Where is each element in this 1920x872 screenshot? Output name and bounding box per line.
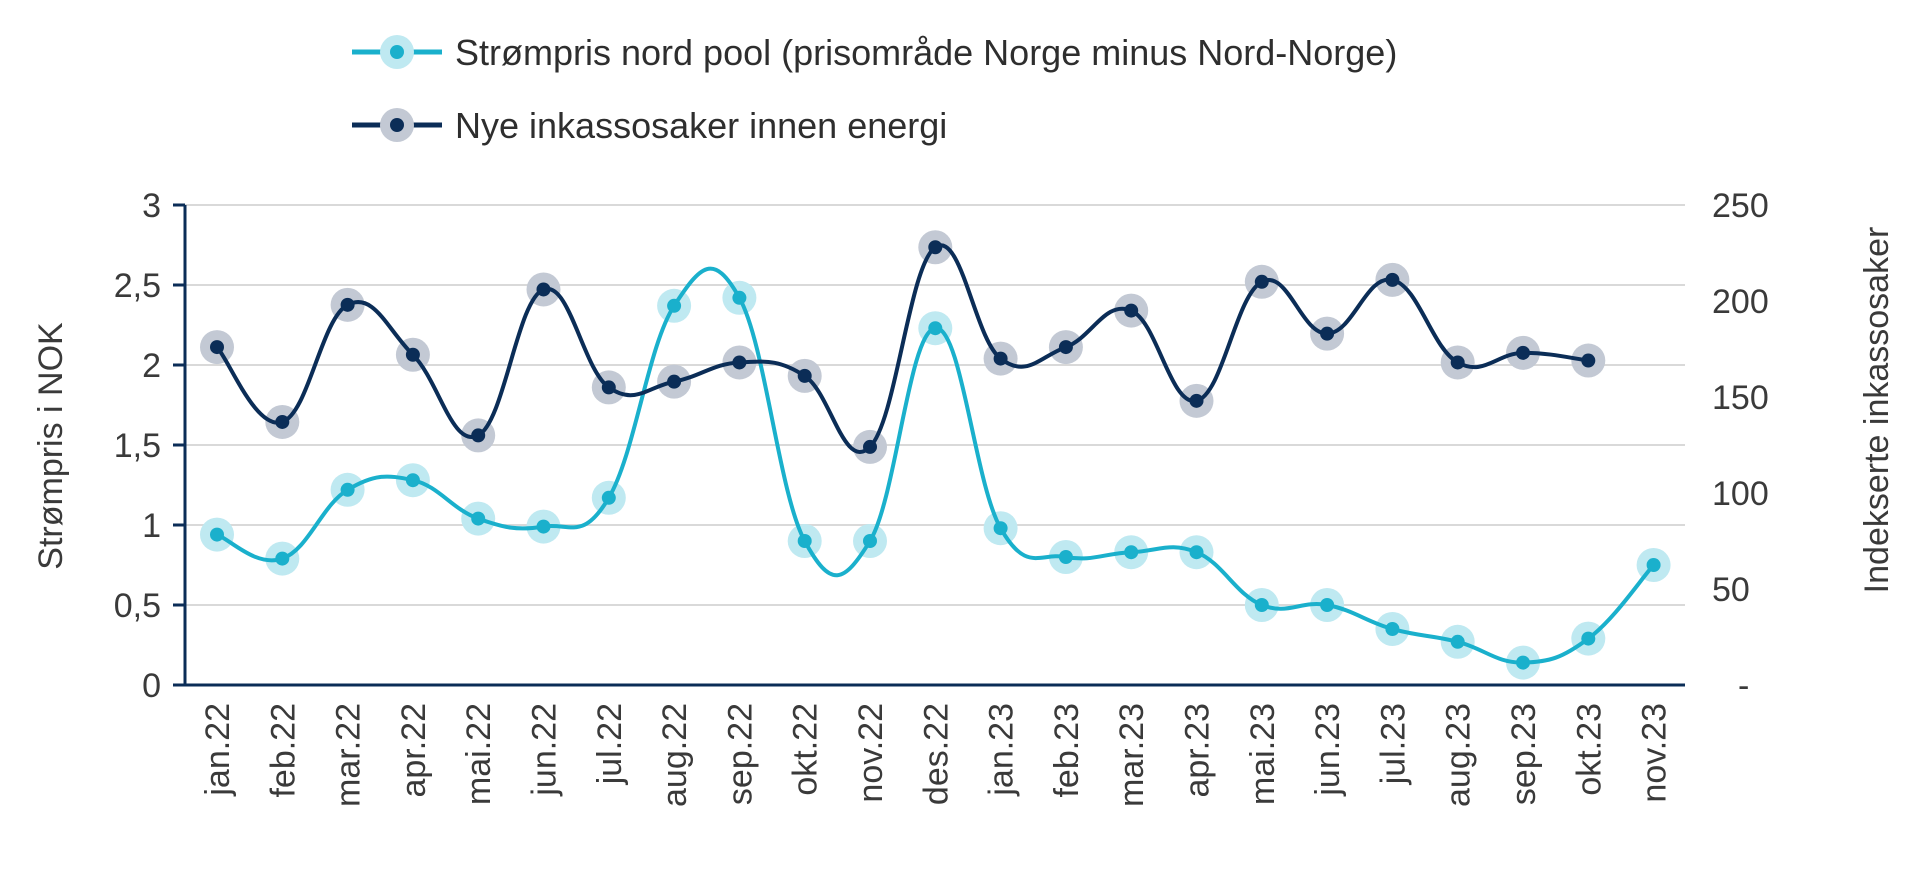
- x-tick-label: mar.22: [330, 703, 368, 807]
- x-tick-label: feb.22: [264, 703, 302, 798]
- data-point[interactable]: [1189, 545, 1204, 560]
- data-point[interactable]: [405, 347, 420, 362]
- x-tick-label: okt.23: [1570, 703, 1608, 796]
- y2-tick-label: -: [1738, 667, 1749, 705]
- data-point[interactable]: [1124, 303, 1139, 318]
- data-point[interactable]: [1581, 631, 1596, 646]
- x-tick-label: jan.22: [199, 703, 237, 797]
- x-tick-label: sep.23: [1505, 703, 1543, 805]
- data-point[interactable]: [1516, 655, 1530, 670]
- data-point[interactable]: [275, 551, 290, 566]
- legend-label-cases: Nye inkassosaker innen energi: [455, 105, 947, 146]
- data-point[interactable]: [863, 439, 877, 454]
- data-point[interactable]: [797, 534, 812, 548]
- x-tick-label: okt.22: [787, 703, 825, 796]
- data-point[interactable]: [340, 482, 355, 497]
- series-layer: [200, 230, 1671, 680]
- data-point[interactable]: [1385, 272, 1400, 287]
- data-point[interactable]: [928, 321, 943, 336]
- data-point[interactable]: [1646, 558, 1661, 572]
- y2-tick-label: 150: [1712, 379, 1769, 417]
- y-tick-label: 0: [142, 667, 161, 705]
- x-tick-label: sep.22: [721, 703, 759, 805]
- data-point[interactable]: [797, 368, 812, 383]
- x-tick-label: aug.23: [1440, 703, 1478, 807]
- data-point[interactable]: [667, 298, 682, 313]
- x-tick-label: apr.23: [1179, 703, 1217, 798]
- x-tick-label: jul.23: [1374, 703, 1412, 785]
- data-point[interactable]: [1516, 345, 1530, 360]
- x-tick-label: des.22: [917, 703, 955, 805]
- y-tick-label: 3: [142, 187, 161, 225]
- data-point[interactable]: [275, 414, 290, 429]
- x-tick-label: nov.22: [852, 703, 890, 803]
- legend-entry-cases[interactable]: Nye inkassosaker innen energi: [352, 105, 947, 146]
- data-point[interactable]: [993, 521, 1008, 536]
- data-point[interactable]: [1581, 353, 1596, 368]
- x-tick-label: jan.23: [983, 703, 1021, 797]
- y-tick-label: 1,5: [114, 427, 161, 465]
- axis-labels: Strømpris i NOK Indekserte inkassosaker: [32, 227, 1896, 594]
- x-tick-label: mar.23: [1113, 703, 1151, 807]
- y2-axis-title: Indekserte inkassosaker: [1858, 227, 1896, 594]
- series-price: [200, 266, 1671, 680]
- data-point[interactable]: [732, 290, 747, 305]
- data-point[interactable]: [1320, 326, 1335, 341]
- data-point[interactable]: [928, 240, 943, 255]
- legend: Strømpris nord pool (prisområde Norge mi…: [352, 32, 1397, 146]
- data-point[interactable]: [1058, 550, 1073, 564]
- data-point[interactable]: [1385, 622, 1400, 636]
- data-point[interactable]: [210, 340, 224, 355]
- y-tick-label: 2: [142, 347, 161, 385]
- x-tick-label: nov.23: [1636, 703, 1674, 803]
- legend-label-price: Strømpris nord pool (prisområde Norge mi…: [455, 32, 1397, 73]
- data-point[interactable]: [210, 527, 224, 542]
- data-point[interactable]: [471, 511, 486, 526]
- gridlines: [185, 204, 1685, 606]
- data-point[interactable]: [340, 297, 355, 312]
- y2-tick-label: 50: [1712, 571, 1750, 609]
- y2-tick-label: 250: [1712, 187, 1769, 225]
- x-tick-label: jul.22: [591, 703, 629, 785]
- x-tick-label: apr.22: [395, 703, 433, 798]
- data-point[interactable]: [471, 428, 486, 443]
- data-point[interactable]: [536, 519, 551, 534]
- data-point[interactable]: [536, 282, 551, 297]
- data-point[interactable]: [732, 355, 747, 370]
- x-tick-label: jun.22: [526, 703, 564, 797]
- y-tick-label: 0,5: [114, 587, 161, 625]
- data-point[interactable]: [667, 374, 682, 389]
- data-point[interactable]: [1450, 355, 1465, 370]
- data-point[interactable]: [1058, 340, 1073, 355]
- data-point[interactable]: [405, 473, 420, 488]
- y-tick-label: 2,5: [114, 267, 161, 305]
- axes: 0 0,5 1 1,5 2 2,5 3 - 50 100 150 200 250 jan.22 feb.22…: [114, 187, 1769, 807]
- y-tick-label: 1: [142, 507, 161, 545]
- data-point[interactable]: [1254, 274, 1269, 289]
- x-tick-label: mai.23: [1244, 703, 1282, 805]
- data-point[interactable]: [601, 380, 616, 395]
- x-tick-label: jun.23: [1309, 703, 1347, 797]
- series-cases: [200, 230, 1606, 464]
- data-point[interactable]: [1189, 393, 1204, 408]
- data-point[interactable]: [601, 490, 616, 505]
- data-point[interactable]: [863, 534, 877, 548]
- y2-tick-label: 100: [1712, 475, 1769, 513]
- x-tick-label: feb.23: [1048, 703, 1086, 798]
- data-point[interactable]: [1450, 634, 1465, 649]
- x-tick-label: mai.22: [460, 703, 498, 805]
- data-point[interactable]: [1254, 598, 1269, 612]
- data-point[interactable]: [1124, 545, 1139, 560]
- data-point[interactable]: [1320, 598, 1335, 612]
- y-axis-title: Strømpris i NOK: [32, 322, 70, 570]
- x-tick-label: aug.22: [656, 703, 694, 807]
- legend-entry-price[interactable]: Strømpris nord pool (prisområde Norge mi…: [352, 32, 1397, 73]
- data-point[interactable]: [993, 351, 1008, 366]
- y2-tick-label: 200: [1712, 283, 1769, 321]
